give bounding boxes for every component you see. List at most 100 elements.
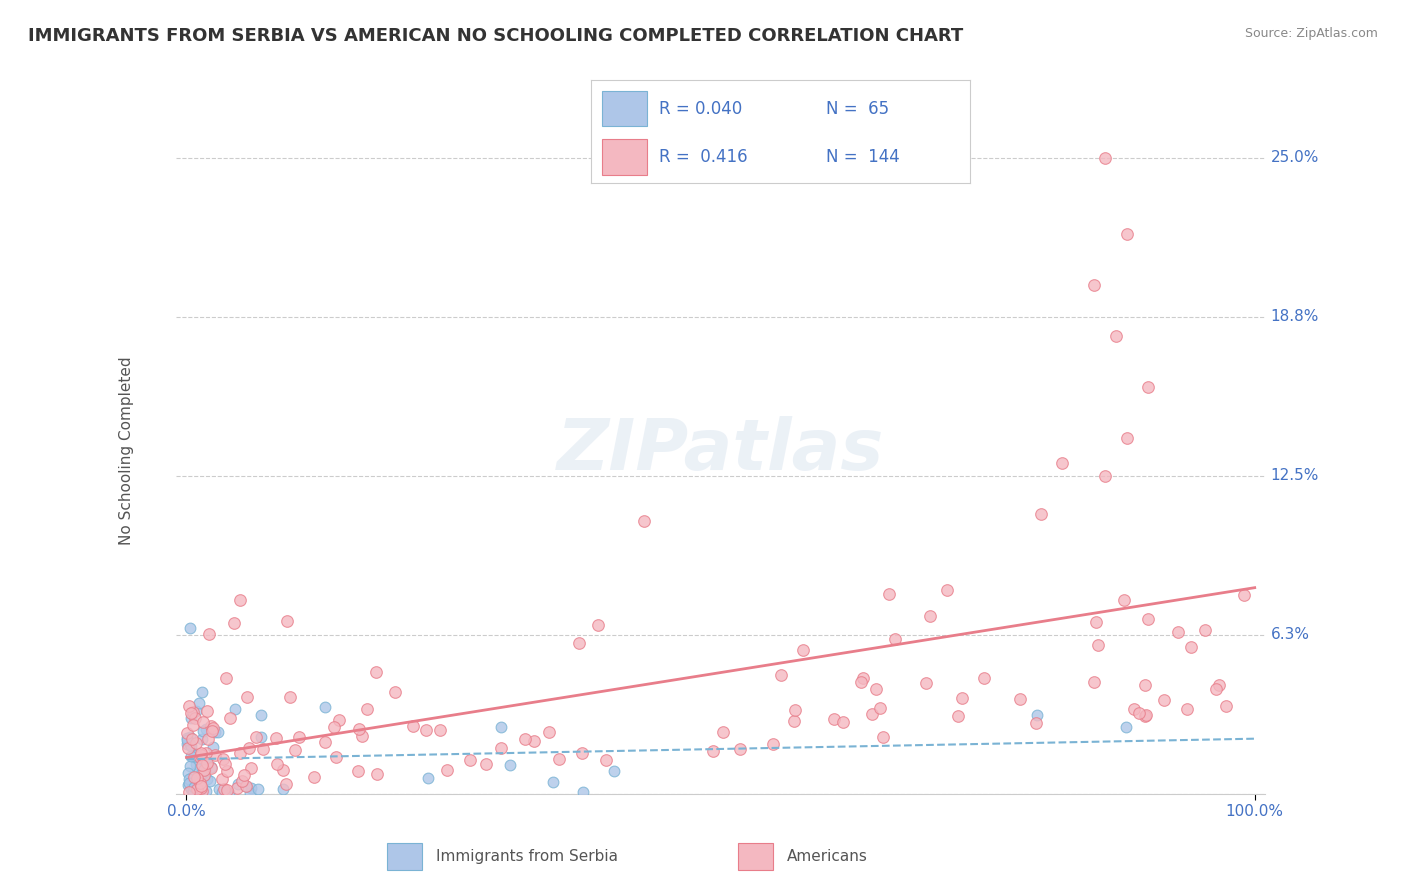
Point (181, 784, 204, 798)
Point (200, 761, 222, 775)
Point (176, 733, 198, 747)
Point (214, 784, 236, 798)
Point (214, 672, 236, 686)
Point (973, 671, 995, 685)
Point (214, 757, 236, 772)
Point (523, 734, 546, 748)
Point (1052, 456, 1074, 470)
Point (194, 784, 217, 798)
Point (1115, 227, 1137, 242)
Point (475, 756, 498, 771)
Point (183, 772, 205, 787)
Point (201, 724, 224, 739)
Point (785, 703, 807, 717)
Point (194, 756, 217, 770)
Point (191, 758, 214, 772)
Point (1115, 720, 1137, 734)
Point (869, 700, 891, 714)
Point (195, 761, 218, 775)
Text: 12.5%: 12.5% (1271, 468, 1319, 483)
Point (200, 759, 222, 773)
Point (183, 749, 205, 764)
Point (252, 742, 274, 756)
Bar (387, 843, 422, 870)
Point (1094, 151, 1116, 165)
Point (190, 780, 212, 794)
Point (235, 779, 257, 793)
Point (702, 744, 724, 758)
Point (239, 786, 262, 800)
Point (860, 706, 883, 721)
Point (1084, 615, 1107, 630)
Point (184, 711, 207, 725)
Point (190, 766, 212, 780)
Point (1115, 431, 1137, 445)
Text: Immigrants from Serbia: Immigrants from Serbia (436, 849, 617, 863)
Point (595, 753, 617, 767)
Point (187, 696, 209, 710)
Point (792, 643, 814, 657)
Point (914, 676, 936, 690)
Point (229, 593, 252, 607)
Point (177, 785, 200, 799)
Point (176, 731, 198, 745)
Point (1137, 612, 1160, 626)
Point (236, 690, 259, 705)
Point (537, 725, 560, 739)
Point (231, 773, 253, 788)
Point (188, 750, 211, 764)
Point (328, 713, 350, 727)
Point (177, 741, 200, 756)
Point (832, 715, 855, 730)
Point (197, 627, 219, 641)
Point (177, 772, 200, 787)
Point (240, 761, 263, 775)
Point (191, 784, 214, 798)
Point (1094, 469, 1116, 483)
Point (1135, 708, 1157, 723)
Text: N =  144: N = 144 (825, 148, 900, 166)
Point (183, 748, 205, 763)
Bar (602, 139, 647, 175)
Point (195, 756, 218, 770)
Text: No Schooling Completed: No Schooling Completed (120, 356, 134, 545)
Point (180, 706, 202, 720)
Point (347, 764, 370, 779)
Point (177, 765, 200, 780)
Point (207, 724, 229, 739)
Point (572, 785, 595, 799)
Point (208, 781, 231, 796)
Point (458, 753, 481, 767)
Point (250, 730, 273, 744)
Point (191, 714, 214, 729)
Point (193, 768, 215, 782)
Point (770, 668, 793, 682)
Point (1133, 678, 1156, 692)
Bar (738, 843, 773, 870)
Point (194, 757, 217, 772)
Point (235, 780, 257, 794)
Point (1153, 692, 1175, 706)
Text: N =  65: N = 65 (825, 100, 889, 118)
Point (271, 763, 294, 777)
Text: 6.3%: 6.3% (1271, 627, 1310, 642)
Point (1112, 592, 1135, 607)
Point (233, 768, 256, 782)
Point (936, 583, 959, 598)
Point (180, 782, 202, 797)
Point (1180, 640, 1202, 654)
Point (250, 708, 273, 723)
Text: R =  0.416: R = 0.416 (659, 148, 748, 166)
Point (180, 739, 202, 754)
Point (1215, 699, 1237, 714)
Text: IMMIGRANTS FROM SERBIA VS AMERICAN NO SCHOOLING COMPLETED CORRELATION CHART: IMMIGRANTS FROM SERBIA VS AMERICAN NO SC… (28, 27, 963, 45)
Point (188, 763, 211, 777)
Point (245, 730, 267, 744)
Text: ZIPatlas: ZIPatlas (557, 416, 884, 485)
Point (276, 614, 298, 628)
Point (183, 780, 205, 794)
Point (190, 746, 212, 760)
Point (1136, 380, 1159, 394)
Point (238, 741, 260, 756)
Point (950, 691, 973, 706)
